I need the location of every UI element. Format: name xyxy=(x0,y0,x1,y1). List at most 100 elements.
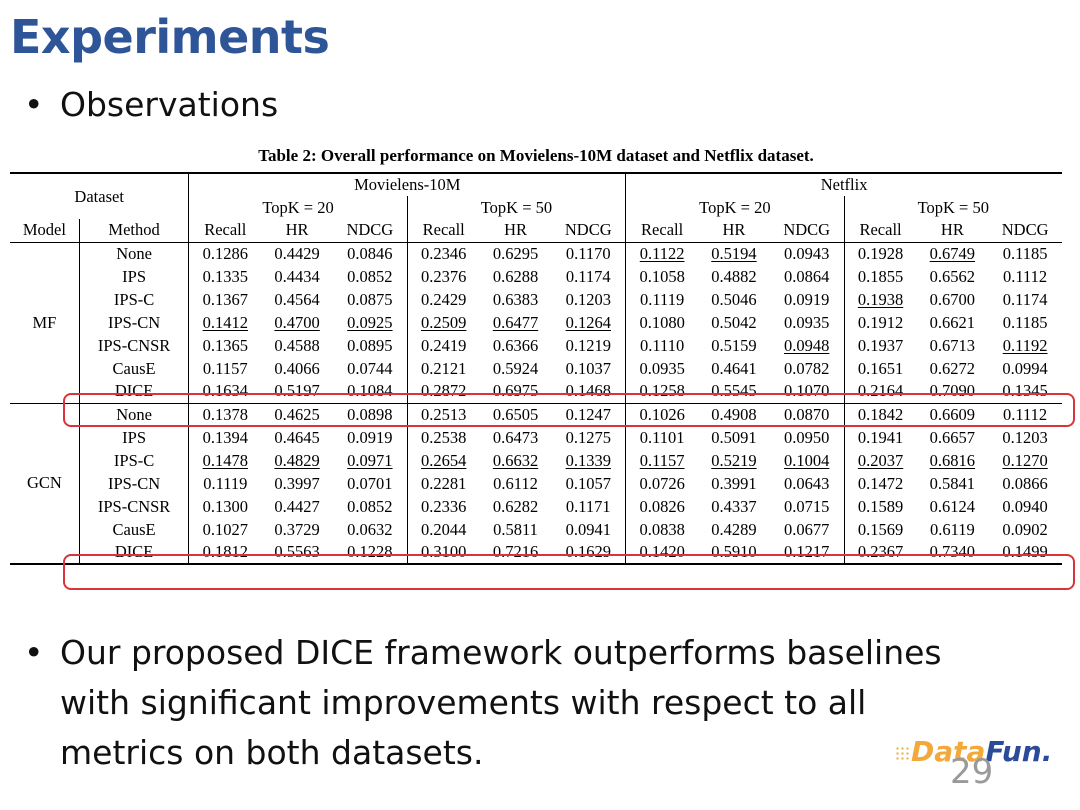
table-row: CausE 0.1027 0.3729 0.0632 0.2044 0.5811 0.094… xyxy=(10,518,1062,541)
bullet-dot-icon: • xyxy=(24,85,44,124)
table-row: GCN None 0.1378 0.4625 0.0898 0.2513 0.6505 0.1… xyxy=(10,402,1062,565)
metric-value: 0.1928 xyxy=(857,243,904,263)
metric-value: 0.3100 xyxy=(407,541,480,565)
metric-value: 0.2872 xyxy=(421,381,467,401)
metric-value: 0.1270 xyxy=(1002,450,1048,470)
metric-value: 0.6749 xyxy=(929,243,976,263)
topk-header: TopK = 20 xyxy=(625,196,845,219)
metric-value: 0.1004 xyxy=(769,449,845,472)
metric-value: 0.1634 xyxy=(202,381,248,401)
metric-value: 0.4337 xyxy=(711,496,757,516)
metric-value: 0.1842 xyxy=(844,402,917,426)
metric-value: 0.6657 xyxy=(929,427,976,447)
metric-value: 0.1335 xyxy=(202,266,248,286)
metric-value: 0.0782 xyxy=(769,357,845,380)
metric-value: 0.1365 xyxy=(202,335,248,355)
metric-value: 0.0852 xyxy=(332,265,408,288)
method-name: IPS-C xyxy=(79,288,190,311)
table-row: IPS-CN 0.1119 0.3997 0.0701 0.2281 0.6112 0.10… xyxy=(10,472,1062,495)
metric-value: 0.0826 xyxy=(639,496,685,516)
results-table: Dataset Movielens-10M Netflix TopK = 20 … xyxy=(10,172,1062,565)
metric-value: 0.5042 xyxy=(711,312,757,332)
dataset-name-movielens: Movielens-10M xyxy=(188,173,627,196)
table-row: CausE 0.1157 0.4066 0.0744 0.2121 0.5924 0.103… xyxy=(10,357,1062,380)
metric-value: 0.0864 xyxy=(769,265,845,288)
metric-value: 0.6700 xyxy=(929,289,976,309)
metric-value: 0.4588 xyxy=(274,335,320,355)
metric-value: 0.1589 xyxy=(857,496,904,516)
metric-value: 0.0846 xyxy=(332,242,408,265)
metric-header: Recall xyxy=(407,219,480,243)
conclusion-text: Our proposed DICE framework outperforms … xyxy=(60,633,942,672)
metric-value: 0.2336 xyxy=(421,496,467,516)
slide-title: Experiments xyxy=(10,10,330,64)
logo-dots-icon xyxy=(895,746,909,760)
metric-value: 0.2164 xyxy=(857,381,904,401)
metric-value: 0.6975 xyxy=(492,381,539,401)
metric-value: 0.6621 xyxy=(929,312,976,332)
metric-value: 0.1112 xyxy=(988,402,1062,426)
metric-value: 0.5159 xyxy=(711,335,757,355)
metric-value: 0.5194 xyxy=(711,243,757,263)
metric-value: 0.0744 xyxy=(332,357,408,380)
metric-value: 0.6119 xyxy=(929,519,975,539)
dataset-name-netflix: Netflix xyxy=(820,175,868,194)
metric-value: 0.1472 xyxy=(857,473,904,493)
metric-value: 0.1938 xyxy=(857,289,904,309)
metric-value: 0.5219 xyxy=(711,450,757,470)
metric-value: 0.1345 xyxy=(1002,381,1048,401)
metric-value: 0.1171 xyxy=(551,495,627,518)
method-name: None xyxy=(79,242,190,265)
metric-value: 0.1228 xyxy=(332,541,408,565)
metric-value: 0.1058 xyxy=(639,266,685,286)
metric-header: HR xyxy=(916,219,989,243)
metric-header: HR xyxy=(698,219,770,243)
metric-value: 0.2037 xyxy=(857,450,904,470)
metric-value: 0.0940 xyxy=(1002,496,1048,516)
metric-value: 0.0715 xyxy=(769,495,845,518)
conclusion-line: with significant improvements with respe… xyxy=(60,683,867,722)
metric-value: 0.2376 xyxy=(421,266,467,286)
metric-value: 0.1037 xyxy=(551,357,627,380)
metric-value: 0.1651 xyxy=(857,358,904,378)
metric-value: 0.1157 xyxy=(202,358,248,378)
metric-header: NDCG xyxy=(769,219,845,243)
table-row: IPS-CN 0.1412 0.4700 0.0925 0.2509 0.6477 0.12… xyxy=(10,311,1062,334)
model-name: GCN xyxy=(10,402,80,565)
metric-value: 0.1110 xyxy=(640,335,685,355)
table-row: IPS 0.1335 0.4434 0.0852 0.2376 0.6288 0.1174 0… xyxy=(10,265,1062,288)
metric-value: 0.1119 xyxy=(640,289,685,309)
metric-value: 0.6112 xyxy=(493,473,538,493)
table-row: IPS-CNSR 0.1300 0.4427 0.0852 0.2336 0.6282 0.… xyxy=(10,495,1062,518)
table-row: IPS-C 0.1478 0.4829 0.0971 0.2654 0.6632 0.133… xyxy=(10,449,1062,472)
metric-value: 0.1569 xyxy=(857,519,904,539)
metric-value: 0.0971 xyxy=(332,449,408,472)
metric-value: 0.0994 xyxy=(1002,358,1048,378)
metric-value: 0.0919 xyxy=(769,288,845,311)
metric-value: 0.1264 xyxy=(551,311,627,334)
metric-value: 0.3997 xyxy=(274,473,320,493)
metric-value: 0.5197 xyxy=(274,381,320,401)
metric-value: 0.1412 xyxy=(202,312,248,332)
metric-value: 0.6366 xyxy=(492,335,539,355)
metric-value: 0.5910 xyxy=(698,541,770,565)
metric-value: 0.6477 xyxy=(492,312,539,332)
metric-value: 0.1101 xyxy=(639,427,685,447)
conclusion-line: • Our proposed DICE framework outperforms… xyxy=(24,628,942,678)
metric-value: 0.0895 xyxy=(332,334,408,357)
metric-value: 0.1247 xyxy=(551,402,627,426)
dataset-header: Dataset xyxy=(10,173,190,219)
metric-header: NDCG xyxy=(332,219,408,243)
metric-value: 0.0943 xyxy=(769,242,845,265)
metric-header: Recall xyxy=(844,219,917,243)
topk-header: TopK = 50 xyxy=(407,196,627,219)
metric-header: Recall xyxy=(625,219,699,243)
method-header: Method xyxy=(79,219,190,243)
page-number: 29 xyxy=(950,752,994,792)
metric-value: 0.5091 xyxy=(711,427,757,447)
method-name: DICE xyxy=(79,380,190,403)
metric-value: 0.6505 xyxy=(479,402,552,426)
metric-value: 0.7090 xyxy=(929,381,976,401)
table-row: DICE 0.1634 0.5197 0.1084 0.2872 0.6975 0.1468… xyxy=(10,380,1062,403)
conclusion-line: metrics on both datasets. xyxy=(60,733,484,772)
